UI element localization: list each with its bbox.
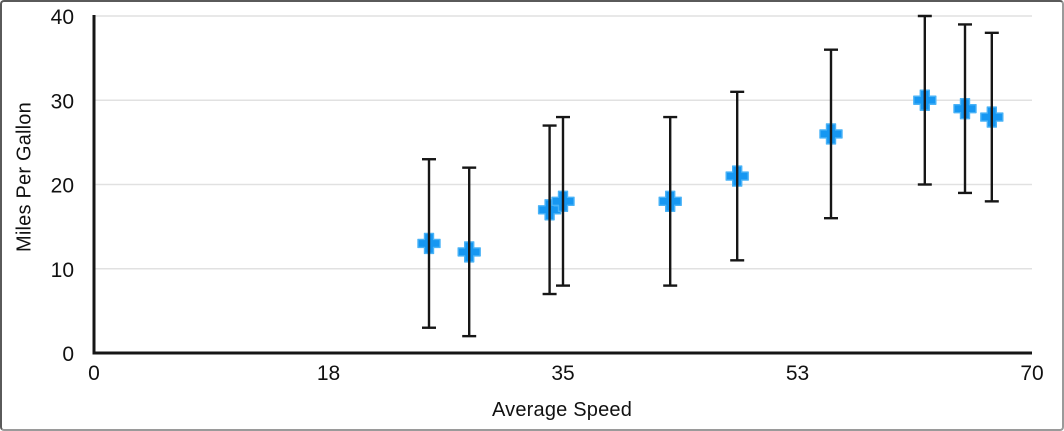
error-bar-9 — [984, 31, 999, 203]
y-axis-title: Miles Per Gallon — [13, 102, 36, 252]
y-tick-label-20: 20 — [51, 175, 74, 198]
y-tick-label-10: 10 — [51, 259, 74, 282]
y-tick-label-0: 0 — [62, 343, 74, 366]
error-bar-5 — [730, 90, 745, 262]
y-tick-label-30: 30 — [51, 90, 74, 113]
error-bar-7 — [917, 14, 932, 186]
error-bar-3 — [556, 115, 570, 287]
error-bar-8 — [958, 23, 972, 195]
x-axis-title: Average Speed — [491, 399, 633, 421]
x-tick-label-70: 70 — [1020, 362, 1043, 385]
x-tick-label-35: 35 — [551, 362, 574, 385]
y-tick-label-40: 40 — [51, 6, 74, 29]
x-tick-label-53: 53 — [786, 362, 809, 385]
x-tick-label-0: 0 — [88, 362, 100, 385]
error-bar-0 — [422, 158, 436, 329]
error-bar-1 — [462, 166, 477, 338]
error-bar-2 — [542, 124, 557, 296]
series-miles-per-gallon — [417, 14, 1004, 338]
x-tick-label-18: 18 — [317, 362, 340, 385]
error-bar-4 — [663, 115, 678, 287]
error-bar-6 — [824, 48, 838, 220]
